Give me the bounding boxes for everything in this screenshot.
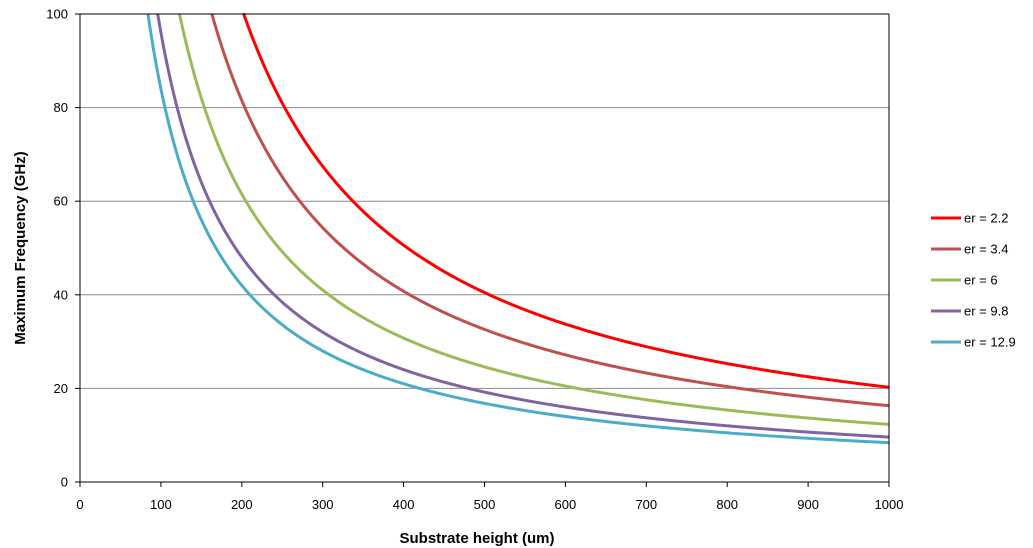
x-tick-label-600: 600 (555, 497, 577, 512)
y-tick-label-0: 0 (61, 475, 68, 490)
x-tick-label-500: 500 (474, 497, 496, 512)
legend-label-5: er = 12.9 (964, 335, 1016, 350)
x-tick-label-300: 300 (312, 497, 334, 512)
legend-label-1: er = 2.2 (964, 211, 1008, 226)
x-tick-label-900: 900 (797, 497, 819, 512)
legend-label-4: er = 9.8 (964, 304, 1008, 319)
series-lines (148, 13, 889, 443)
series-line-1 (243, 13, 889, 387)
series-line-3 (180, 14, 889, 424)
x-tick-label-1000: 1000 (875, 497, 904, 512)
y-tick-label-20: 20 (54, 381, 68, 396)
x-tick-label-100: 100 (150, 497, 172, 512)
y-tick-label-100: 100 (46, 7, 68, 22)
x-tick-label-0: 0 (76, 497, 83, 512)
x-tick-label-200: 200 (231, 497, 253, 512)
legend-label-3: er = 6 (964, 273, 998, 288)
y-tick-label-40: 40 (54, 287, 68, 302)
y-tick-label-80: 80 (54, 100, 68, 115)
x-tick-label-800: 800 (716, 497, 738, 512)
legend-label-2: er = 3.4 (964, 242, 1008, 257)
x-axis-title: Substrate height (um) (399, 530, 554, 547)
legend: er = 2.2 er = 3.4 er = 6 er = 9.8 er = 12.9 (931, 211, 1016, 350)
series-line-5 (148, 14, 889, 443)
y-axis-title: Maximum Frequency (GHz) (12, 151, 29, 344)
gridlines (80, 14, 889, 388)
y-tick-label-60: 60 (54, 194, 68, 209)
x-tick-label-400: 400 (393, 497, 415, 512)
x-tick-label-700: 700 (635, 497, 657, 512)
